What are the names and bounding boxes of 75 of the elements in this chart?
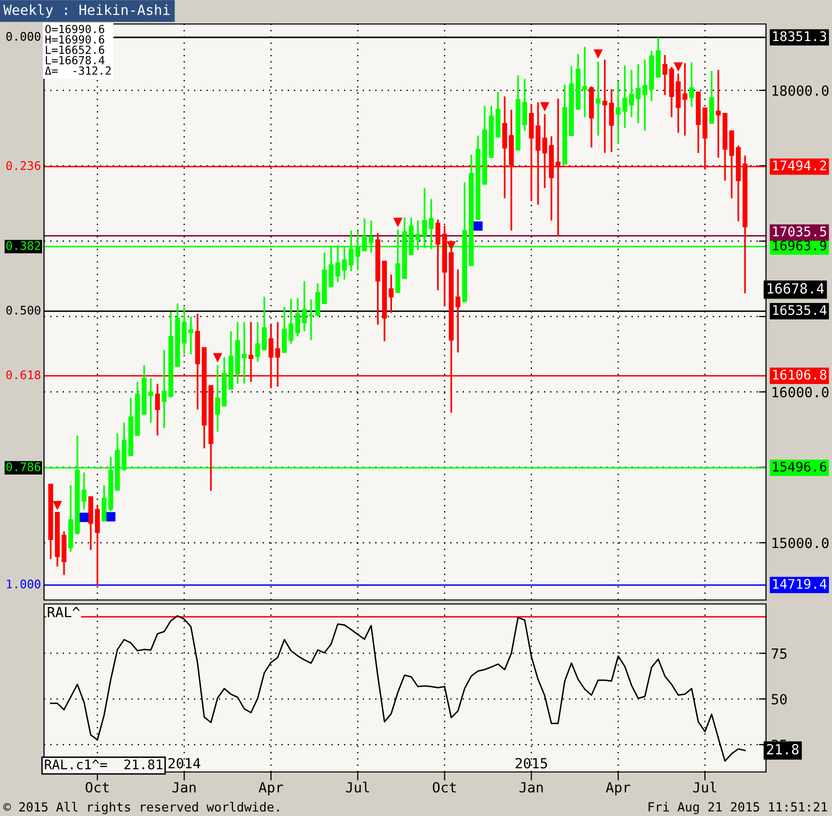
candlestick bbox=[148, 377, 154, 424]
ref-line-label: 18351.3 bbox=[773, 31, 826, 42]
annotation: 21.8 bbox=[767, 744, 799, 755]
x-tick-label: Oct bbox=[86, 782, 109, 793]
y-tick-label: 75 bbox=[772, 648, 786, 659]
ref-line-label: 15496.6 bbox=[773, 462, 826, 472]
candlestick bbox=[215, 364, 220, 433]
point bbox=[79, 512, 89, 522]
candlestick bbox=[255, 321, 260, 362]
y-tick-label: 50 bbox=[772, 694, 787, 704]
annotation: 0.618 bbox=[6, 370, 40, 380]
candlestick bbox=[609, 88, 614, 153]
candlestick bbox=[602, 58, 608, 154]
annotation: 16678.4 bbox=[768, 283, 824, 294]
candlestick bbox=[242, 321, 247, 385]
candlestick bbox=[262, 296, 267, 351]
point bbox=[674, 62, 683, 72]
point bbox=[212, 353, 222, 362]
candlestick bbox=[388, 274, 394, 314]
candlestick bbox=[188, 316, 194, 356]
x-tick-label: Jan bbox=[172, 782, 196, 793]
ref-line-label: 14719.4 bbox=[773, 578, 827, 589]
y-tick-label: 18000.0 bbox=[772, 85, 828, 96]
x-tick-label: Jan bbox=[520, 782, 543, 793]
candlestick bbox=[582, 46, 588, 118]
annotation: L=16652.6 bbox=[46, 46, 104, 54]
point bbox=[106, 512, 116, 522]
candlestick bbox=[636, 63, 641, 124]
candlestick bbox=[689, 62, 694, 108]
candlestick bbox=[182, 306, 187, 356]
annotation: 2015 bbox=[516, 758, 547, 768]
ref-line-label: 16963.9 bbox=[773, 240, 826, 250]
candlestick bbox=[295, 297, 300, 338]
candlestick bbox=[456, 268, 460, 354]
annotation: 2014 bbox=[168, 758, 200, 768]
x-tick-label: Jul bbox=[693, 782, 716, 793]
candlestick bbox=[162, 349, 167, 429]
candlestick bbox=[102, 484, 107, 522]
point bbox=[393, 218, 403, 228]
ref-line-label: 16535.4 bbox=[773, 305, 827, 316]
point bbox=[52, 500, 62, 510]
x-tick-label: Jul bbox=[346, 782, 369, 793]
candlestick bbox=[716, 69, 721, 159]
text: © 2015 All rights reserved worldwide. bbox=[3, 802, 279, 814]
annotation: RAL.c1^= 21.81 bbox=[44, 759, 162, 770]
ref-line-label: 17494.2 bbox=[773, 160, 826, 170]
chart-title: Weekly : Heikin-Ashi bbox=[3, 4, 170, 18]
annotation: Δ= -312.2 bbox=[44, 66, 111, 75]
annotation: 0.382 bbox=[6, 241, 40, 250]
candlestick bbox=[522, 78, 528, 132]
point bbox=[593, 49, 603, 59]
ref-line-label: 17035.5 bbox=[773, 226, 826, 236]
y-tick-label: 16000.0 bbox=[772, 386, 828, 398]
y-tick-label: 15000.0 bbox=[772, 538, 828, 548]
candlestick bbox=[94, 504, 100, 586]
candlestick bbox=[596, 60, 601, 136]
chart-title: RAL^ bbox=[48, 607, 80, 618]
ref-line-label: 16106.8 bbox=[773, 370, 826, 380]
annotation: O=16990.6 bbox=[45, 24, 104, 34]
x-tick-label: Apr bbox=[258, 782, 284, 796]
x-tick-label: Apr bbox=[606, 782, 630, 796]
annotation: 1.000 bbox=[6, 580, 40, 588]
x-tick-label: Oct bbox=[432, 782, 456, 793]
candlestick bbox=[155, 382, 160, 436]
annotation: 0.786 bbox=[6, 462, 40, 472]
annotation: H=16990.6 bbox=[45, 35, 104, 44]
point bbox=[540, 102, 550, 112]
candlestick bbox=[616, 80, 621, 145]
text: Fri Aug 21 2015 11:51:21 bbox=[648, 802, 827, 814]
annotation: 0.000 bbox=[6, 32, 40, 41]
annotation: 0.500 bbox=[6, 306, 40, 315]
annotation: L=16678.4 bbox=[46, 56, 104, 64]
point bbox=[473, 221, 483, 231]
candlestick bbox=[315, 282, 320, 318]
annotation: 0.236 bbox=[6, 161, 40, 170]
